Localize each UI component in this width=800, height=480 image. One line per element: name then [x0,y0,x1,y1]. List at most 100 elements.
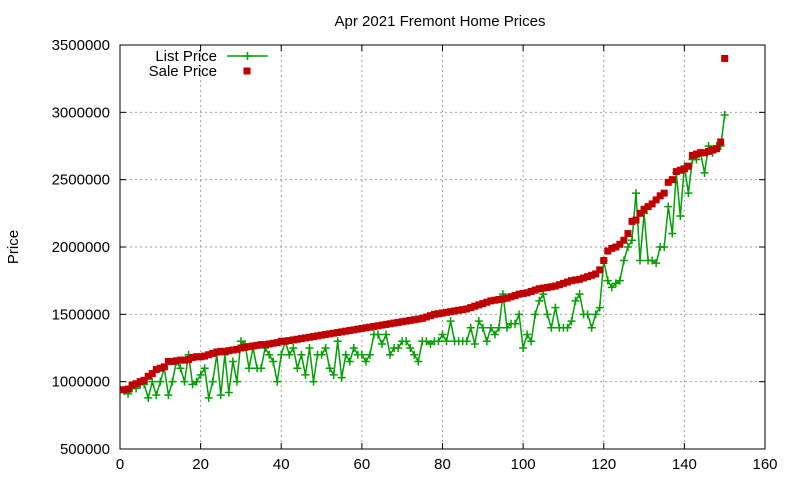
sale-price-point [241,343,249,351]
sale-price-point [535,285,543,293]
sale-price-point [197,353,205,361]
list-price-point [664,202,673,211]
x-ticks: 0 20 40 60 80 100 120 140 160 [116,45,778,473]
sale-price-point [451,307,459,315]
list-price-point [660,243,669,251]
list-price-point [333,337,342,346]
sale-price-point [660,189,668,197]
list-price-point [527,337,536,346]
sale-price-point [265,340,273,348]
list-price-point [224,388,233,397]
sale-price-point [656,192,664,200]
sale-price-point [213,348,221,356]
sale-price-point [580,274,588,282]
sale-price-point [616,240,624,248]
sale-price-point [402,317,410,325]
x-tick-label: 20 [192,456,209,473]
sale-price-point [257,341,265,349]
sale-price-point [648,200,656,208]
sale-price-point [463,305,471,313]
list-price-point [148,377,157,386]
legend-sale-price-label: Sale Price [149,63,217,80]
sale-price-point [592,270,600,278]
list-price-point [684,189,693,198]
list-price-point [648,256,657,265]
sale-price-point [253,341,261,349]
sale-price-point [443,308,451,316]
list-price-point [341,350,350,359]
sale-price-point [273,339,281,347]
sale-price-point [229,346,237,354]
list-price-point [297,350,306,359]
sale-price-point [390,319,398,327]
y-tick-label: 1500000 [52,306,110,323]
sale-price-point [539,284,547,292]
y-tick-label: 3500000 [52,37,110,54]
sale-price-point [374,322,382,330]
list-price-point [607,283,616,292]
sale-price-point [664,178,672,186]
list-price-point [273,377,282,386]
series-list-price [120,111,729,402]
sale-price-point [483,298,491,306]
list-price-point [482,337,491,346]
y-tick-label: 500000 [60,441,110,458]
legend-list-price-marker [243,52,252,60]
list-price-point [216,391,225,400]
list-price-point [668,229,677,238]
list-price-point [426,339,435,348]
list-price-point [636,256,645,265]
list-price-point [305,344,314,352]
sale-price-point [644,203,652,211]
y-tick-label: 2500000 [52,172,110,189]
y-ticks: 500000 1000000 1500000 2000000 2500000 300000… [52,37,765,458]
sale-price-point [221,347,229,355]
list-price-point [289,344,298,352]
list-price-point [285,350,294,359]
sale-price-point [531,286,539,294]
list-price-point [365,350,374,359]
list-price-point [603,276,612,285]
x-tick-label: 120 [591,456,616,473]
sale-price-point [160,363,168,371]
sale-price-point [382,320,390,328]
sale-price-point [318,331,326,339]
sale-price-point [499,295,507,303]
sale-price-point [572,276,580,284]
sale-price-point [434,310,442,318]
sale-price-point [668,176,676,184]
sale-price-point [225,347,233,355]
sale-price-point [503,294,511,302]
x-tick-label: 60 [354,456,371,473]
sale-price-point [600,256,608,264]
sale-price-point [350,326,358,334]
list-price-point [228,357,237,366]
sale-price-point [684,162,692,170]
sale-price-point [172,357,180,365]
list-price-point [575,290,584,299]
sale-price-point [326,330,334,338]
sale-price-point [362,324,370,332]
list-price-point [386,350,395,359]
list-price-point [438,330,447,339]
sale-price-point [233,345,241,353]
list-price-point [676,212,685,221]
sale-price-point [479,300,487,308]
list-price-point [317,350,326,359]
x-tick-label: 100 [511,456,536,473]
list-price-point [519,344,528,352]
list-price-point [152,391,161,400]
grid [120,45,765,449]
list-price-point [591,310,600,319]
list-price-point [583,310,592,319]
list-price-point [406,344,415,352]
sale-price-point [281,337,289,345]
sale-price-point [152,366,160,374]
list-price-point [422,337,431,346]
sale-price-point [697,149,704,157]
list-price-point [402,337,411,346]
series-sale-price [120,54,729,394]
list-price-point [188,380,197,389]
legend-sale-price-marker [243,67,251,75]
sale-price-point [305,333,313,341]
